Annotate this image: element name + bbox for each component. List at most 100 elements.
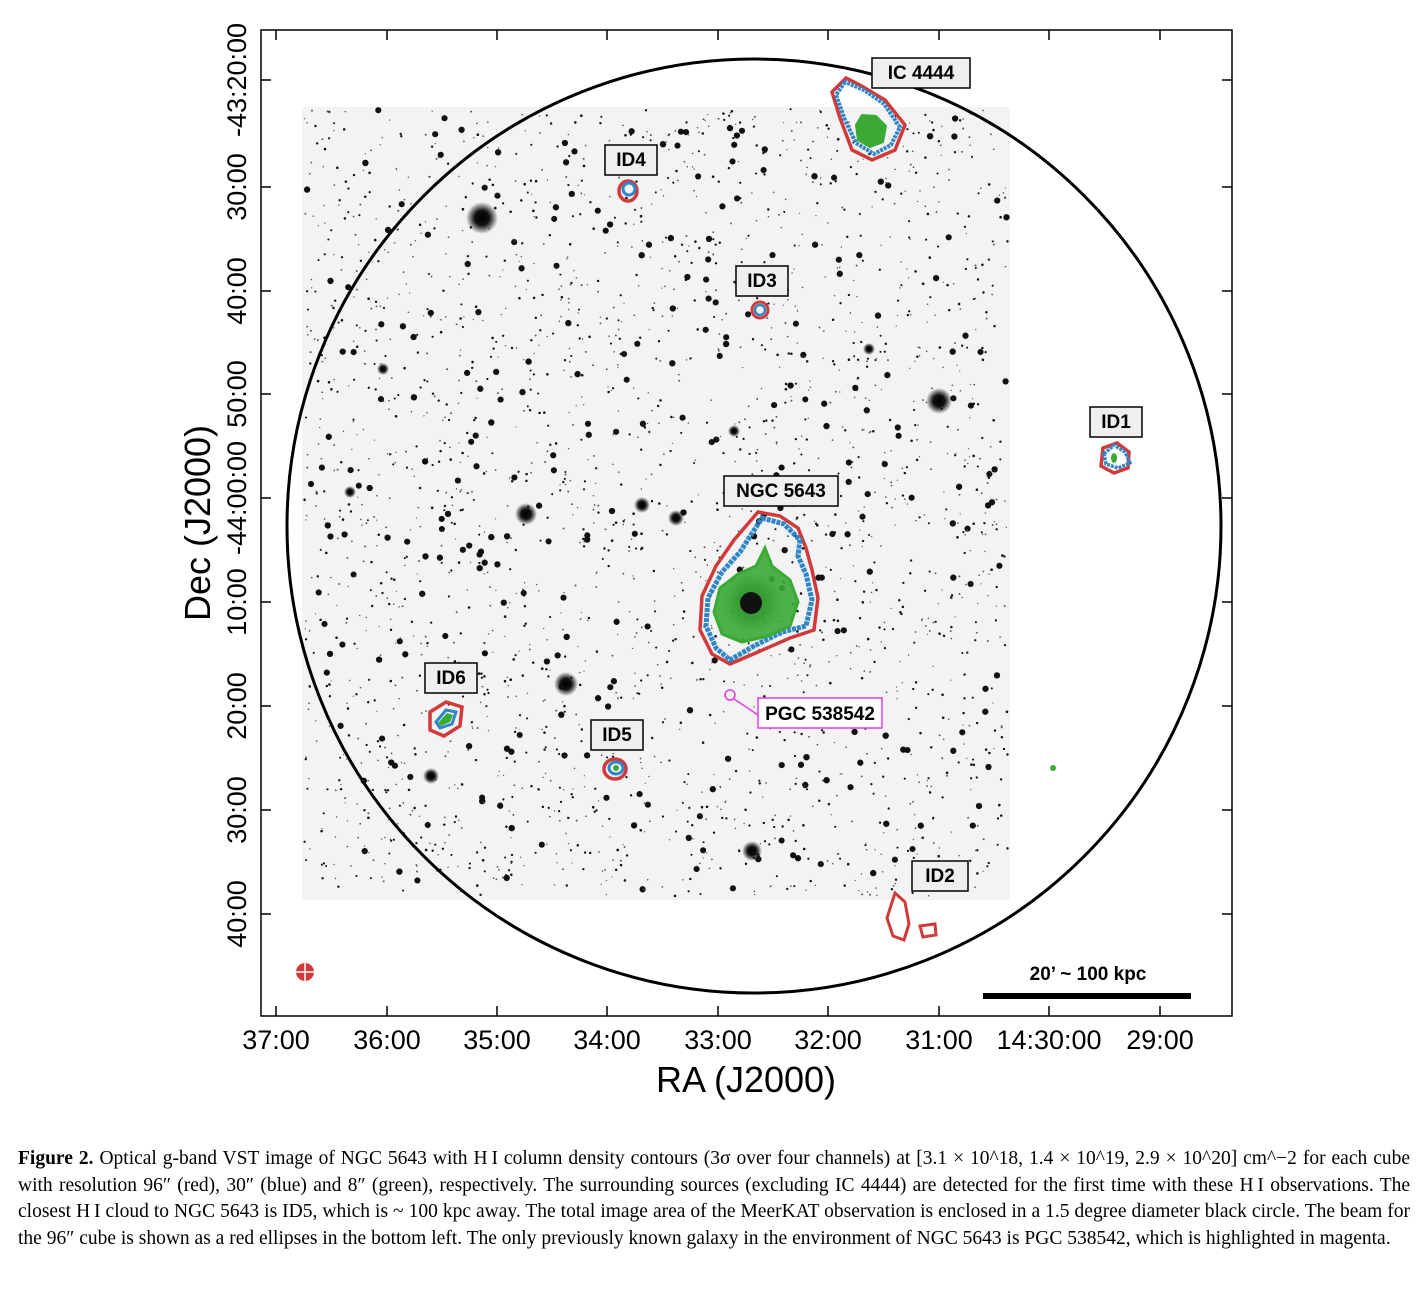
star bbox=[702, 118, 705, 121]
star bbox=[497, 775, 499, 777]
star bbox=[798, 245, 800, 247]
star bbox=[962, 711, 965, 715]
star bbox=[528, 409, 532, 412]
star bbox=[570, 281, 573, 285]
star bbox=[363, 808, 366, 812]
star bbox=[501, 876, 504, 879]
star bbox=[917, 131, 920, 134]
star bbox=[426, 645, 429, 647]
star bbox=[458, 442, 460, 444]
star bbox=[780, 226, 783, 229]
star bbox=[481, 559, 488, 566]
star bbox=[543, 731, 546, 734]
star bbox=[425, 751, 428, 753]
star bbox=[962, 743, 965, 745]
star bbox=[376, 710, 378, 712]
star bbox=[311, 109, 313, 112]
star bbox=[919, 190, 921, 192]
star bbox=[562, 527, 565, 530]
star bbox=[810, 539, 813, 542]
star bbox=[347, 211, 350, 214]
star bbox=[781, 546, 788, 554]
star bbox=[582, 867, 585, 871]
star bbox=[407, 311, 410, 314]
star bbox=[616, 364, 619, 366]
star bbox=[616, 245, 619, 248]
star bbox=[528, 648, 531, 651]
star bbox=[889, 236, 892, 238]
star bbox=[781, 139, 784, 142]
star bbox=[792, 830, 795, 832]
star bbox=[377, 759, 379, 762]
star bbox=[999, 458, 1002, 461]
star bbox=[353, 642, 356, 645]
star bbox=[445, 253, 447, 255]
star bbox=[549, 443, 552, 446]
star bbox=[337, 885, 340, 888]
star bbox=[678, 379, 681, 382]
star bbox=[819, 177, 822, 179]
star bbox=[630, 538, 633, 541]
star bbox=[437, 151, 444, 158]
star bbox=[705, 235, 713, 243]
star bbox=[553, 262, 560, 269]
star bbox=[504, 635, 506, 638]
star bbox=[345, 621, 348, 624]
id6-contour-30 bbox=[434, 708, 458, 730]
star bbox=[389, 628, 393, 632]
star bbox=[734, 460, 736, 463]
star bbox=[763, 695, 766, 698]
star bbox=[987, 183, 991, 186]
star bbox=[710, 399, 712, 401]
star bbox=[992, 702, 994, 704]
star bbox=[921, 836, 924, 840]
star bbox=[722, 710, 725, 713]
star bbox=[778, 653, 781, 656]
star bbox=[557, 809, 561, 813]
star bbox=[716, 806, 719, 808]
star bbox=[645, 478, 647, 480]
star bbox=[836, 267, 839, 269]
star bbox=[438, 525, 445, 533]
star bbox=[664, 285, 666, 288]
star bbox=[483, 531, 486, 533]
star bbox=[712, 299, 719, 306]
star bbox=[913, 641, 916, 644]
star bbox=[985, 310, 988, 314]
star bbox=[838, 266, 841, 269]
star bbox=[632, 512, 635, 515]
star bbox=[479, 701, 482, 704]
star bbox=[881, 461, 888, 468]
star bbox=[579, 213, 582, 216]
star bbox=[576, 506, 579, 509]
star bbox=[909, 802, 912, 805]
star bbox=[600, 754, 603, 756]
star bbox=[673, 416, 675, 419]
star bbox=[437, 156, 440, 159]
star bbox=[848, 121, 850, 124]
star bbox=[938, 346, 942, 349]
star bbox=[928, 256, 932, 259]
star bbox=[379, 144, 381, 146]
star bbox=[560, 612, 562, 614]
star bbox=[305, 514, 308, 517]
star bbox=[676, 809, 678, 811]
star bbox=[330, 304, 333, 307]
star bbox=[540, 314, 542, 317]
star bbox=[868, 399, 871, 402]
star bbox=[945, 508, 948, 511]
label-id1: ID1 bbox=[1089, 406, 1143, 438]
star bbox=[696, 126, 699, 129]
star bbox=[749, 791, 752, 794]
star bbox=[983, 522, 986, 525]
star bbox=[440, 318, 442, 321]
star bbox=[751, 473, 754, 476]
star bbox=[740, 201, 743, 204]
star bbox=[619, 859, 622, 862]
star bbox=[316, 142, 319, 145]
star bbox=[921, 282, 925, 286]
star bbox=[465, 431, 469, 435]
star bbox=[500, 599, 507, 606]
star bbox=[847, 358, 851, 361]
star bbox=[738, 121, 742, 124]
